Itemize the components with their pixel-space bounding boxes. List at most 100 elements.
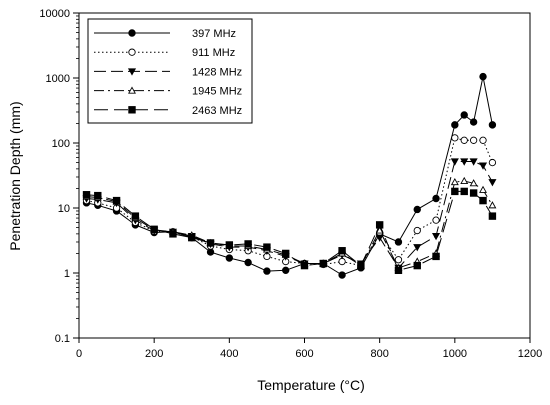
data-point — [479, 185, 487, 193]
data-point — [413, 244, 422, 252]
legend: 397 MHz 911 MHz 1428 MHz 1945 MHz 2463 MHz — [87, 18, 253, 124]
data-point — [488, 158, 497, 167]
data-point — [451, 121, 459, 129]
data-point — [451, 134, 459, 142]
data-point — [460, 111, 468, 119]
data-point — [469, 158, 478, 166]
y-tick-label: 1 — [64, 268, 70, 280]
data-point — [394, 238, 403, 246]
data-point — [338, 271, 346, 279]
legend-label: 911 MHz — [192, 47, 235, 59]
data-point — [282, 266, 290, 275]
data-point — [479, 72, 487, 81]
x-tick-label: 400 — [220, 348, 238, 360]
data-point — [319, 259, 327, 268]
x-tick-label: 800 — [370, 348, 388, 360]
data-point — [460, 136, 468, 144]
y-tick-label: 10000 — [39, 8, 70, 20]
data-point — [94, 191, 102, 200]
data-point — [206, 239, 215, 247]
data-point — [432, 194, 440, 203]
data-point — [469, 136, 478, 144]
y-tick-label: 100 — [52, 138, 70, 150]
legend-marker — [128, 106, 136, 114]
data-point — [460, 176, 469, 185]
data-point — [244, 240, 252, 248]
x-axis-label: Temperature (°C) — [257, 377, 365, 393]
data-point — [479, 196, 487, 205]
data-point — [112, 196, 121, 205]
data-point — [451, 187, 459, 196]
data-point — [488, 179, 497, 187]
data-point — [469, 118, 478, 126]
data-point — [469, 179, 478, 187]
legend-entry: 2463 MHz — [94, 105, 242, 117]
legend-entry: 1945 MHz — [94, 86, 242, 98]
series-4 — [82, 187, 497, 275]
data-point — [375, 226, 384, 234]
data-point — [413, 205, 421, 214]
data-point — [469, 189, 478, 197]
data-point — [150, 225, 158, 234]
data-point — [357, 261, 365, 270]
x-tick-label: 600 — [295, 348, 313, 360]
data-point — [431, 233, 441, 241]
data-point — [338, 257, 346, 266]
data-point — [82, 191, 91, 199]
data-point — [131, 212, 140, 220]
legend-label: 2463 MHz — [192, 105, 242, 117]
data-point — [169, 230, 177, 238]
data-point — [263, 267, 271, 275]
x-tick-label: 0 — [76, 348, 82, 360]
data-point — [488, 212, 497, 220]
data-point — [450, 158, 459, 166]
series-group — [82, 72, 497, 279]
data-point — [450, 178, 459, 186]
data-point — [478, 162, 488, 170]
data-point — [206, 248, 215, 256]
data-point — [375, 234, 384, 242]
data-point — [225, 254, 234, 262]
x-tick-label: 1000 — [443, 348, 467, 360]
series-line — [86, 161, 493, 269]
legend-marker — [128, 29, 136, 37]
data-point — [413, 261, 421, 270]
axes: 0 200 400 600 800 1000 1200 0.1 1 10 100 1000 10000 — [39, 8, 542, 360]
series-line — [86, 190, 493, 271]
data-point — [413, 226, 421, 235]
data-point — [432, 216, 440, 224]
y-tick-label: 0.1 — [55, 333, 70, 345]
data-point — [244, 258, 252, 267]
data-point — [394, 256, 403, 264]
legend-marker — [128, 48, 136, 56]
y-tick-label: 10 — [58, 203, 70, 215]
data-point — [338, 247, 346, 255]
y-axis-label: Penetration Depth (mm) — [7, 101, 23, 250]
legend-label: 1945 MHz — [192, 86, 242, 98]
data-point — [394, 266, 403, 275]
legend-label: 1428 MHz — [192, 66, 242, 78]
data-point — [300, 261, 309, 270]
data-point — [460, 158, 469, 166]
legend-entry: 397 MHz — [94, 28, 236, 40]
data-point — [188, 233, 196, 242]
data-point — [282, 249, 290, 258]
legend-marker — [128, 86, 136, 94]
legend-marker — [127, 68, 137, 76]
data-point — [488, 121, 497, 129]
legend-label: 397 MHz — [192, 28, 236, 40]
data-point — [479, 136, 487, 144]
data-point — [488, 201, 497, 209]
series-line — [86, 137, 493, 267]
data-point — [432, 252, 440, 261]
data-point — [375, 221, 384, 229]
legend-entry: 1428 MHz — [94, 66, 242, 78]
y-tick-label: 1000 — [46, 73, 70, 85]
legend-entry: 911 MHz — [94, 47, 235, 59]
data-point — [460, 187, 468, 196]
data-point — [263, 243, 271, 251]
x-tick-label: 1200 — [518, 348, 542, 360]
series-1 — [82, 134, 497, 270]
